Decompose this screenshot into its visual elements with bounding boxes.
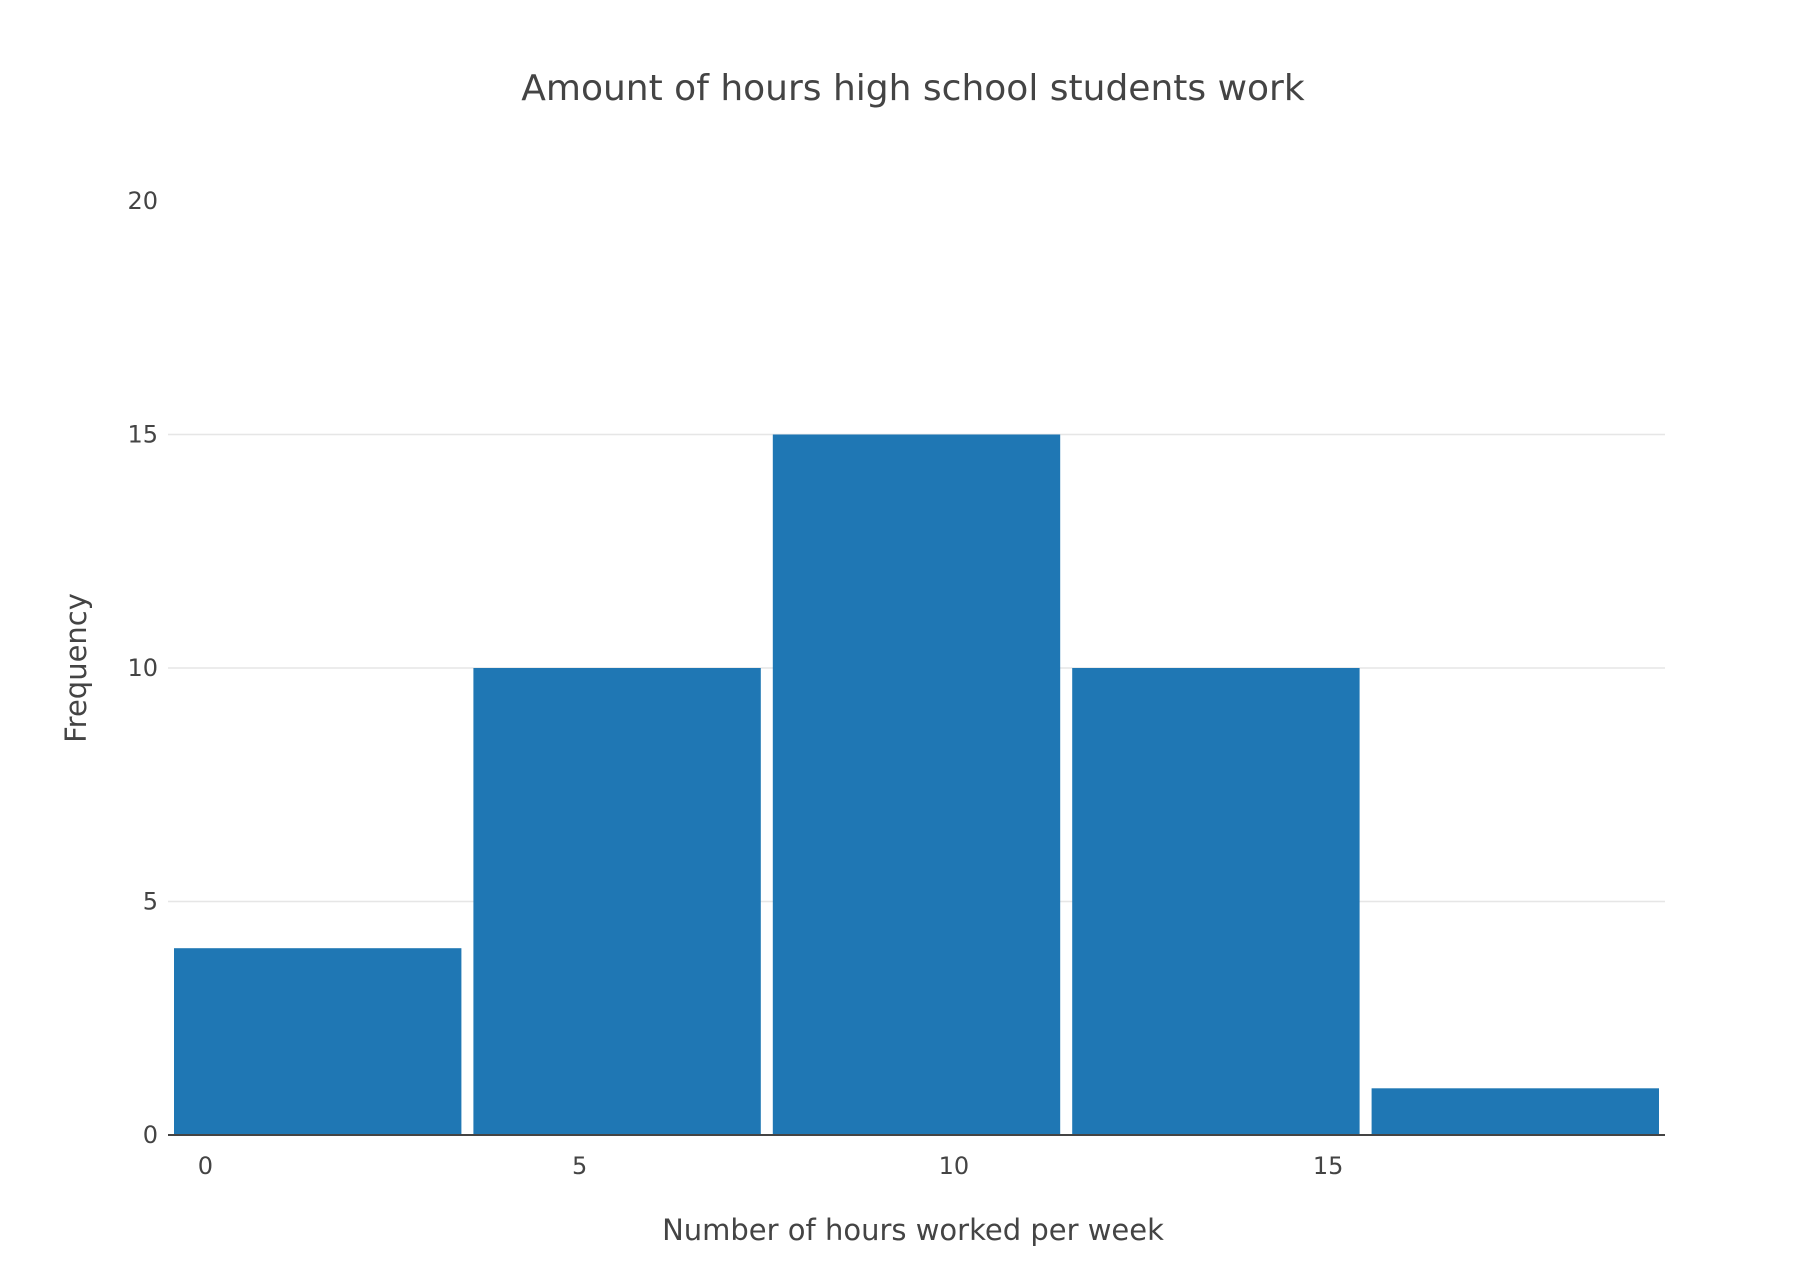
y-tick-label: 15 [127, 421, 158, 449]
histogram-bar [1072, 668, 1360, 1135]
bars-layer [174, 434, 1659, 1135]
chart-title: Amount of hours high school students wor… [521, 68, 1305, 109]
histogram-bar [174, 948, 462, 1135]
x-tick-label: 15 [1313, 1152, 1344, 1180]
y-tick-label: 20 [127, 187, 158, 215]
histogram-bar [1371, 1088, 1659, 1135]
y-tick-label: 0 [143, 1121, 158, 1149]
histogram-bar [772, 434, 1061, 1135]
histogram-bar [473, 668, 761, 1135]
x-tick-label: 5 [572, 1152, 587, 1180]
x-tick-label: 0 [198, 1152, 213, 1180]
x-axis-title: Number of hours worked per week [662, 1213, 1164, 1247]
y-tick-label: 5 [143, 888, 158, 916]
x-tick-label: 10 [939, 1152, 970, 1180]
axis-layer: 0 5 10 15 20 0 5 10 15 [127, 187, 1665, 1180]
y-axis-title: Frequency [59, 593, 93, 743]
y-tick-label: 10 [127, 654, 158, 682]
